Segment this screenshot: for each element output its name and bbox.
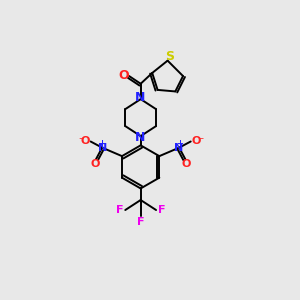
Text: +: + <box>98 139 105 148</box>
Text: O: O <box>182 159 191 169</box>
Text: O: O <box>91 159 100 169</box>
Text: ⁻: ⁻ <box>78 136 83 146</box>
Text: N: N <box>135 131 145 144</box>
Text: F: F <box>137 217 144 226</box>
Text: +: + <box>176 139 183 148</box>
Text: F: F <box>158 205 165 215</box>
Text: O: O <box>118 69 129 82</box>
Text: N: N <box>135 91 145 104</box>
Text: N: N <box>174 143 183 153</box>
Text: ⁻: ⁻ <box>198 136 203 146</box>
Text: O: O <box>191 136 201 146</box>
Text: F: F <box>116 205 124 215</box>
Text: N: N <box>98 143 108 153</box>
Text: O: O <box>80 136 90 146</box>
Text: S: S <box>165 50 174 63</box>
